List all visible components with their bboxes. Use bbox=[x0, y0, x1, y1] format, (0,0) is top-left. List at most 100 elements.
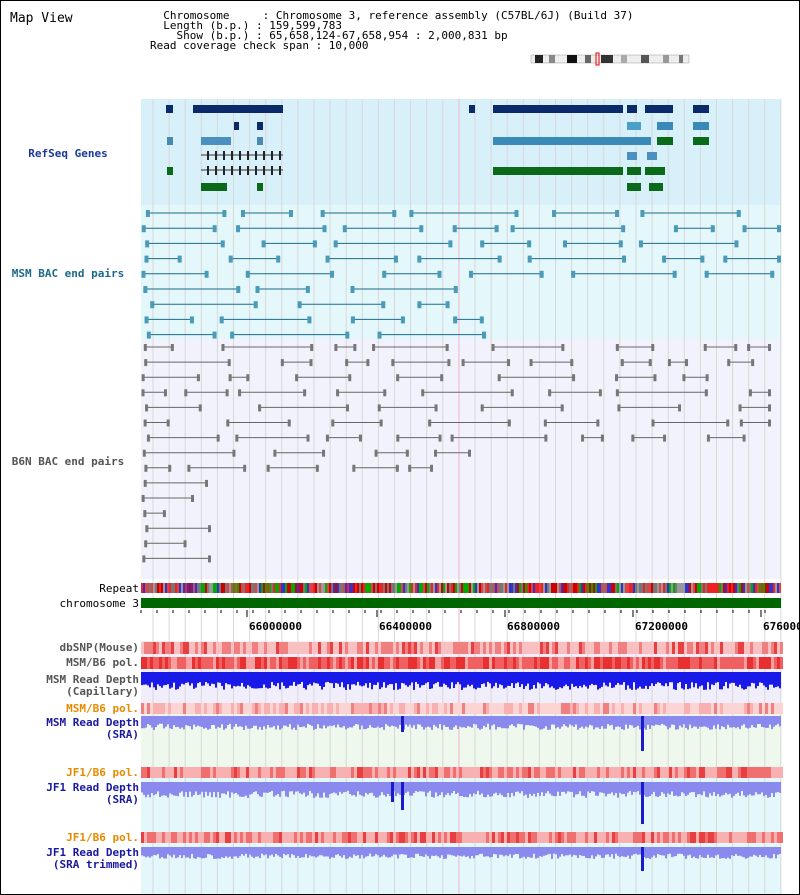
pol-cell bbox=[765, 703, 768, 714]
bac-end bbox=[682, 374, 686, 382]
pol-cell bbox=[699, 767, 702, 778]
depth-bar bbox=[709, 672, 711, 690]
repeat-element bbox=[433, 583, 435, 593]
depth-bar bbox=[507, 672, 509, 686]
depth-bar bbox=[435, 716, 437, 727]
pol-cell bbox=[198, 657, 201, 669]
depth-bar bbox=[371, 672, 373, 690]
repeat-element bbox=[623, 583, 625, 593]
pol-cell bbox=[639, 657, 642, 669]
dbsnp-cell bbox=[471, 642, 474, 654]
repeat-element bbox=[617, 583, 619, 593]
depth-bar bbox=[573, 672, 575, 687]
depth-bar bbox=[575, 782, 577, 795]
pol-cell bbox=[645, 703, 648, 714]
depth-bar bbox=[561, 782, 563, 792]
depth-bar bbox=[435, 847, 437, 856]
pol-cell bbox=[285, 767, 288, 778]
pol-cell bbox=[423, 657, 426, 669]
bac-end bbox=[243, 464, 247, 472]
repeat-element bbox=[419, 583, 421, 593]
gene-exon bbox=[207, 151, 209, 160]
pol-cell bbox=[663, 767, 666, 778]
depth-bar bbox=[533, 672, 535, 685]
repeat-element bbox=[197, 583, 199, 593]
bac-end bbox=[615, 389, 619, 397]
depth-bar bbox=[325, 672, 327, 683]
pol-cell bbox=[408, 657, 411, 669]
depth-bar bbox=[665, 782, 667, 798]
repeat-element bbox=[257, 583, 259, 593]
depth-bar bbox=[407, 847, 409, 859]
depth-bar bbox=[581, 847, 583, 856]
pol-cell bbox=[147, 657, 150, 669]
pol-cell bbox=[192, 657, 195, 669]
pol-cell bbox=[708, 832, 711, 843]
depth-bar bbox=[541, 847, 543, 857]
depth-bar bbox=[621, 672, 623, 685]
depth-bar bbox=[379, 847, 381, 858]
depth-bar bbox=[421, 847, 423, 857]
depth-bar bbox=[645, 716, 647, 730]
depth-bar bbox=[209, 847, 211, 855]
pol-cell bbox=[753, 767, 756, 778]
repeat-element bbox=[599, 583, 601, 593]
pol-cell bbox=[216, 767, 219, 778]
pol-cell bbox=[261, 767, 264, 778]
pol-cell bbox=[237, 832, 240, 843]
dbsnp-cell bbox=[741, 642, 744, 654]
depth-bar bbox=[505, 716, 507, 729]
depth-bar bbox=[453, 672, 455, 689]
dbsnp-cell bbox=[195, 642, 198, 654]
pol-cell bbox=[390, 832, 393, 843]
depth-bar bbox=[355, 782, 357, 797]
depth-bar bbox=[449, 672, 451, 689]
repeat-element bbox=[155, 583, 157, 593]
pol-cell bbox=[360, 657, 363, 669]
depth-bar bbox=[387, 847, 389, 858]
depth-bar bbox=[587, 672, 589, 689]
depth-bar bbox=[473, 716, 475, 724]
pol-cell bbox=[723, 657, 726, 669]
depth-bar bbox=[349, 716, 351, 728]
depth-bar bbox=[295, 782, 297, 792]
depth-bar bbox=[589, 672, 591, 686]
pol-cell bbox=[678, 703, 681, 714]
gene-exon bbox=[271, 166, 273, 175]
pol-cell bbox=[174, 657, 177, 669]
pol-cell bbox=[486, 767, 489, 778]
pol-cell bbox=[324, 832, 327, 843]
repeat-element bbox=[655, 583, 657, 593]
pol-cell bbox=[213, 767, 216, 778]
depth-bar bbox=[279, 716, 281, 730]
depth-bar bbox=[185, 672, 187, 683]
dbsnp-cell bbox=[168, 642, 171, 654]
dbsnp-cell bbox=[675, 642, 678, 654]
depth-bar bbox=[757, 672, 759, 686]
pol-cell bbox=[186, 832, 189, 843]
pol-cell bbox=[378, 657, 381, 669]
track-label-jf1-b6-pol-2: JF1/B6 pol. bbox=[66, 831, 139, 844]
depth-bar bbox=[615, 672, 617, 685]
pol-cell bbox=[435, 832, 438, 843]
repeat-element bbox=[485, 583, 487, 593]
repeat-element bbox=[565, 583, 567, 593]
depth-bar bbox=[309, 847, 311, 856]
pol-cell bbox=[750, 832, 753, 843]
gene-block bbox=[693, 122, 709, 130]
repeat-element bbox=[507, 583, 509, 593]
depth-bar bbox=[375, 782, 377, 798]
pol-cell bbox=[345, 657, 348, 669]
repeat-element bbox=[743, 583, 745, 593]
pol-cell bbox=[249, 657, 252, 669]
pol-cell bbox=[318, 832, 321, 843]
depth-bar bbox=[449, 716, 451, 730]
depth-bar bbox=[399, 847, 401, 855]
pol-cell bbox=[324, 703, 327, 714]
depth-bar bbox=[741, 782, 743, 792]
pol-cell bbox=[585, 703, 588, 714]
repeat-element bbox=[721, 583, 723, 593]
depth-bar bbox=[321, 782, 323, 798]
repeat-element bbox=[725, 583, 727, 593]
dbsnp-cell bbox=[702, 642, 705, 654]
